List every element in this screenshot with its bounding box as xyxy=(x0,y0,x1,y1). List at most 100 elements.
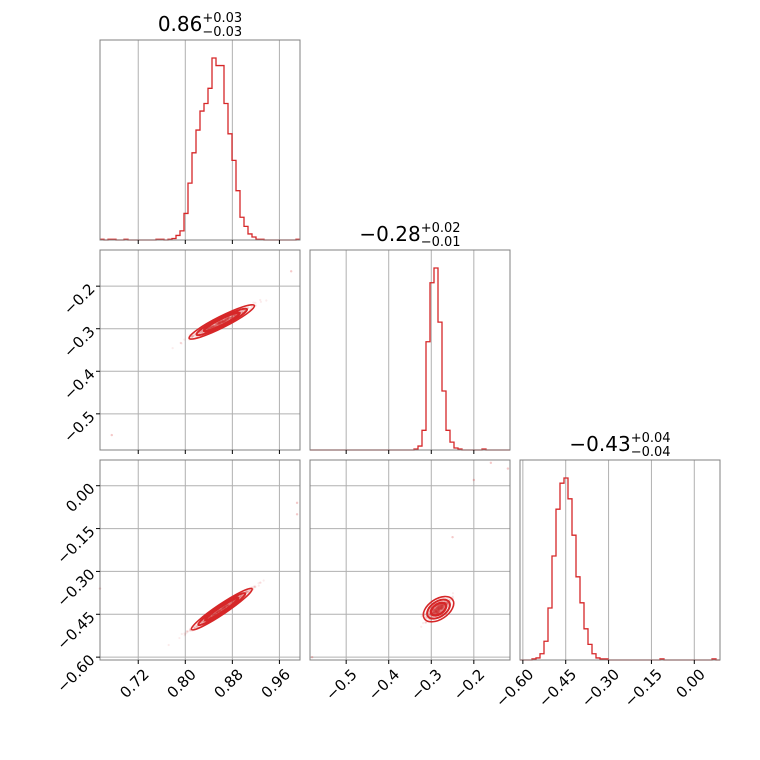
scatter-0-point-381 xyxy=(218,322,221,325)
scatter-0-point-64 xyxy=(224,319,227,322)
scatter-1-point-622 xyxy=(262,579,265,582)
scatter-1-point-267 xyxy=(213,612,216,616)
scatter-2-point-134 xyxy=(434,610,437,613)
scatter-2-point-438 xyxy=(446,601,449,604)
scatter-1-point-677 xyxy=(240,594,243,597)
scatter-1-point-525 xyxy=(220,608,223,611)
scatter-1-point-585 xyxy=(219,608,222,611)
scatter-1-point-569 xyxy=(213,613,216,616)
scatter-0-point-307 xyxy=(221,319,224,323)
title-2-upper: +0.04 xyxy=(631,431,671,446)
scatter-0-point-91 xyxy=(219,322,222,325)
scatter-1-point-399 xyxy=(223,605,226,609)
scatter-0-point-527 xyxy=(220,320,223,323)
scatter-2-point-500 xyxy=(435,608,438,611)
scatter-2-point-685 xyxy=(440,608,443,611)
scatter-0-point-538 xyxy=(265,299,268,302)
scatter-0-point-681 xyxy=(224,318,227,321)
title-2-lower: −0.04 xyxy=(631,445,671,460)
histogram-2 xyxy=(520,477,720,661)
scatter-2-point-140 xyxy=(436,607,439,611)
scatter-1-point-119 xyxy=(247,589,251,592)
scatter-0-point-151 xyxy=(218,321,221,325)
scatter-2-point-312 xyxy=(432,610,435,613)
scatter-2-point-319 xyxy=(437,608,440,611)
scatter-1-point-105 xyxy=(226,604,229,607)
scatter-1-point-185 xyxy=(227,603,230,606)
scatter-2-point-286 xyxy=(433,611,436,615)
scatter-2-point-303 xyxy=(442,606,445,610)
scatter-1-point-124 xyxy=(222,606,225,609)
scatter-1-point-386 xyxy=(257,582,260,585)
scatter-2-point-119 xyxy=(437,606,441,609)
scatter-2-point-24 xyxy=(436,606,439,609)
histogram-0 xyxy=(100,57,300,241)
scatter-2-point-451 xyxy=(432,610,436,613)
scatter-1-point-79 xyxy=(215,611,218,614)
scatter-0-point-671 xyxy=(226,318,229,321)
scatter-2-point-487 xyxy=(434,608,437,611)
scatter-0-point-234 xyxy=(217,323,220,326)
scatter-1-point-35 xyxy=(217,609,220,613)
scatter-2-point-459 xyxy=(437,606,440,609)
scatter-1-point-150 xyxy=(225,604,228,607)
scatter-1-point-520 xyxy=(224,605,227,608)
scatter-2-point-203 xyxy=(441,607,444,610)
scatter-2-point-198 xyxy=(436,605,439,609)
scatter-2-point-109 xyxy=(439,607,442,610)
scatter-0-point-569 xyxy=(224,318,227,321)
scatter-1-point-213 xyxy=(216,610,219,614)
scatter-2-point-266 xyxy=(446,602,449,605)
scatter-2-point-207 xyxy=(435,608,438,611)
contour-1-level-2 xyxy=(190,587,253,631)
scatter-0-point-661 xyxy=(218,322,221,325)
title-1-upper: +0.02 xyxy=(421,221,461,236)
scatter-2-point-271 xyxy=(438,605,441,608)
scatter-2-point-613 xyxy=(433,609,436,612)
scatter-1-point-605 xyxy=(225,604,228,607)
scatter-2-point-21 xyxy=(440,607,443,611)
scatter-1-point-57 xyxy=(221,607,224,610)
scatter-0-point-114 xyxy=(222,319,225,323)
scatter-2-point-272 xyxy=(428,612,431,615)
scatter-0-point-51 xyxy=(215,324,218,327)
contour-2-level-1 xyxy=(426,598,451,620)
scatter-2-point-205 xyxy=(438,605,441,609)
scatter-2-point-171 xyxy=(432,611,435,614)
scatter-1-point-207 xyxy=(217,610,220,613)
scatter-2-point-302 xyxy=(433,609,436,613)
scatter-2-point-448 xyxy=(438,606,441,610)
scatter-1-point-204 xyxy=(218,609,221,612)
scatter-2-point-107 xyxy=(436,608,439,611)
scatter-1-point-546 xyxy=(239,595,243,598)
scatter-0-point-305 xyxy=(227,317,230,320)
scatter-2-point-466 xyxy=(434,607,438,611)
panel-2-2-frame xyxy=(519,459,721,661)
scatter-0-point-654 xyxy=(224,317,227,321)
scatter-2-point-453 xyxy=(434,607,437,610)
scatter-1-point-10 xyxy=(219,609,222,612)
scatter-2-point-267 xyxy=(435,605,438,608)
scatter-1-point-246 xyxy=(226,604,229,607)
scatter-2-point-621 xyxy=(432,611,435,614)
scatter-1-point-369 xyxy=(180,632,183,636)
scatter-2-point-529 xyxy=(438,604,442,607)
scatter-0-point-357 xyxy=(191,335,194,338)
scatter-2-point-629 xyxy=(438,607,441,610)
scatter-1-point-355 xyxy=(217,609,220,613)
scatter-1-point-642 xyxy=(227,603,231,606)
scatter-0-point-537 xyxy=(213,324,217,327)
scatter-1-point-107 xyxy=(193,626,196,629)
scatter-1-point-565 xyxy=(224,605,227,608)
scatter-0-point-117 xyxy=(231,315,234,318)
scatter-1-point-509 xyxy=(226,604,229,607)
grid-layer xyxy=(100,40,695,660)
scatter-2-point-269 xyxy=(435,606,438,609)
scatter-2-point-332 xyxy=(434,608,437,611)
scatter-0-outlier-0 xyxy=(110,433,113,437)
scatter-2-point-3 xyxy=(436,604,439,608)
scatter-2-point-162 xyxy=(437,610,440,614)
scatter-2-point-326 xyxy=(436,607,439,610)
scatter-1-point-281 xyxy=(178,636,181,640)
scatter-0-point-168 xyxy=(217,321,221,324)
